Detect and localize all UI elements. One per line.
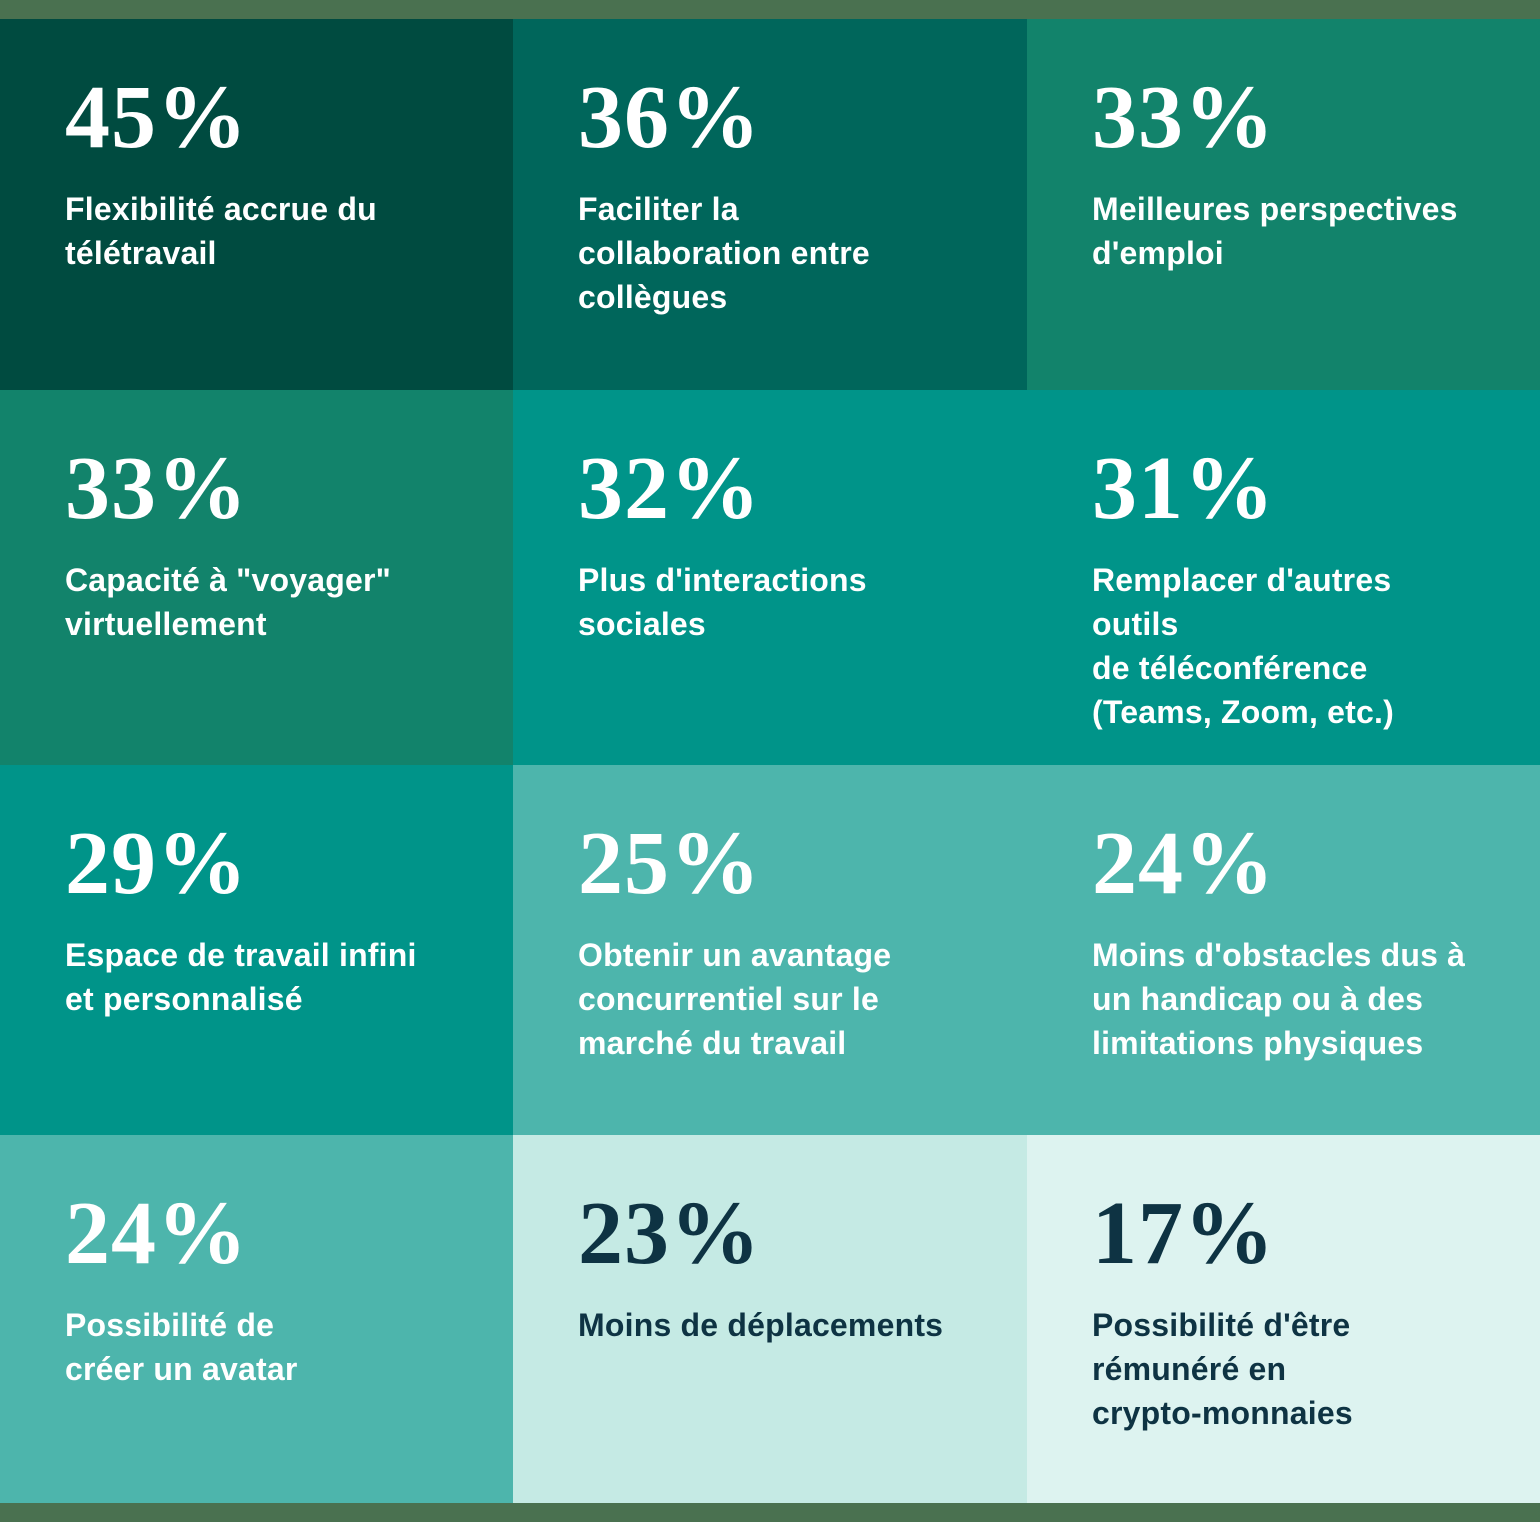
stat-label: Moins de déplacements — [578, 1307, 944, 1343]
stat-label: Meilleures perspectives d'emploi — [1092, 191, 1458, 271]
tile-moins-deplacements: 23% Moins de déplacements — [513, 1135, 1027, 1503]
stat-label: Remplacer d'autres outils de téléconfére… — [1092, 562, 1394, 730]
stat-value: 17% — [1092, 1184, 1275, 1283]
stat-label: Possibilité de créer un avatar — [65, 1307, 298, 1387]
stat-label: Possibilité d'être rémunéré en crypto-mo… — [1092, 1307, 1353, 1431]
stat-label: Faciliter la collaboration entre collègu… — [578, 191, 870, 315]
stat-value: 24% — [1092, 814, 1275, 913]
stat-value: 23% — [578, 1184, 761, 1283]
stat-label: Espace de travail infini et personnalisé — [65, 937, 417, 1017]
stat-label: Flexibilité accrue du télétravail — [65, 191, 377, 271]
stat-label: Moins d'obstacles dus à un handicap ou à… — [1092, 937, 1466, 1061]
bottom-border-strip — [0, 1503, 1540, 1522]
tile-voyager-virtuellement: 33% Capacité à "voyager" virtuellement — [0, 390, 513, 765]
tile-moins-obstacles-handicap: 24% Moins d'obstacles dus à un handicap … — [1027, 765, 1540, 1135]
tile-avantage-concurrentiel: 25% Obtenir un avantage concurrentiel su… — [513, 765, 1027, 1135]
tile-espace-travail-infini: 29% Espace de travail infini et personna… — [0, 765, 513, 1135]
tile-collaboration-collegues: 36% Faciliter la collaboration entre col… — [513, 19, 1027, 390]
stat-value: 45% — [65, 68, 248, 167]
stat-value: 29% — [65, 814, 248, 913]
tile-flexibilite-teletravail: 45% Flexibilité accrue du télétravail — [0, 19, 513, 390]
tile-interactions-sociales: 32% Plus d'interactions sociales — [513, 390, 1027, 765]
stat-value: 33% — [1092, 68, 1275, 167]
stat-value: 25% — [578, 814, 761, 913]
stat-value: 31% — [1092, 439, 1275, 538]
stat-value: 32% — [578, 439, 761, 538]
tile-remplacer-teleconference: 31% Remplacer d'autres outils de télécon… — [1027, 390, 1540, 765]
stat-label: Plus d'interactions sociales — [578, 562, 867, 642]
top-border-strip — [0, 0, 1540, 19]
tile-creer-avatar: 24% Possibilité de créer un avatar — [0, 1135, 513, 1503]
tile-remunere-crypto: 17% Possibilité d'être rémunéré en crypt… — [1027, 1135, 1540, 1503]
tile-perspectives-emploi: 33% Meilleures perspectives d'emploi — [1027, 19, 1540, 390]
stat-label: Capacité à "voyager" virtuellement — [65, 562, 392, 642]
stat-value: 36% — [578, 68, 761, 167]
stat-grid: 45% Flexibilité accrue du télétravail 36… — [0, 19, 1540, 1503]
stat-label: Obtenir un avantage concurrentiel sur le… — [578, 937, 892, 1061]
stat-value: 24% — [65, 1184, 248, 1283]
stat-value: 33% — [65, 439, 248, 538]
